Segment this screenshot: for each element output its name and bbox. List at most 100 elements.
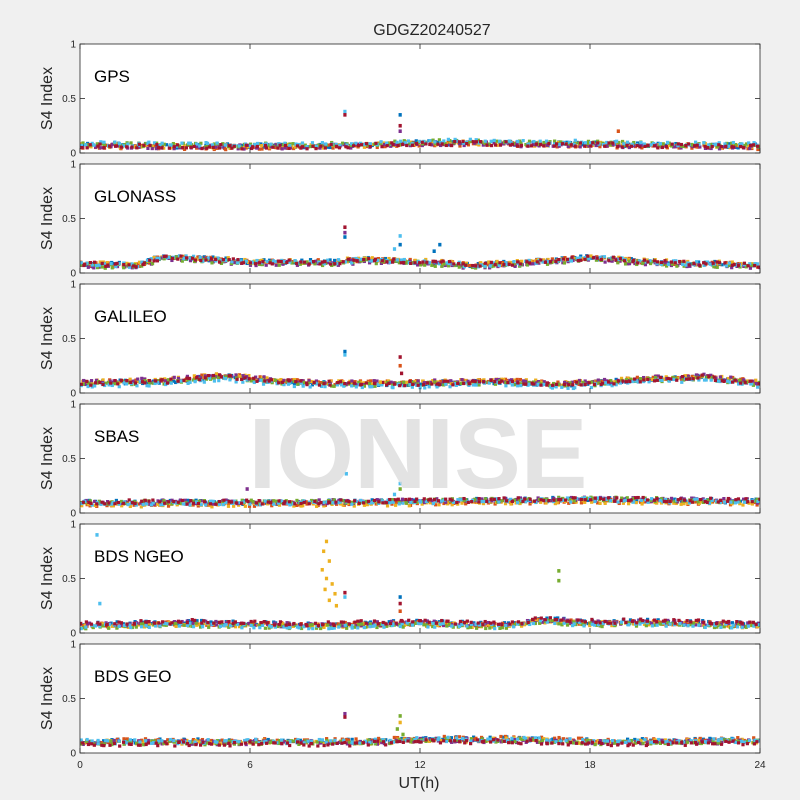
data-point [481, 143, 485, 147]
data-point [420, 140, 424, 144]
data-point [456, 381, 460, 386]
data-point [91, 625, 95, 630]
data-point [684, 263, 688, 267]
data-point [542, 380, 546, 384]
data-point [98, 260, 102, 264]
data-point [151, 498, 155, 502]
data-point [344, 499, 348, 503]
data-point [402, 257, 406, 262]
data-point [519, 624, 524, 628]
data-point [155, 143, 159, 147]
data-point [623, 498, 628, 502]
data-point [242, 147, 246, 151]
data-point [532, 139, 536, 144]
data-point [523, 379, 528, 384]
spike-point [343, 113, 347, 117]
data-point [154, 147, 159, 151]
data-point [571, 383, 575, 387]
data-point [287, 500, 292, 504]
data-point [665, 140, 670, 145]
data-point [343, 260, 348, 264]
data-point [254, 263, 258, 268]
data-point [462, 381, 466, 386]
data-point [508, 260, 512, 264]
data-point [467, 382, 471, 386]
data-point [433, 380, 437, 384]
data-point [156, 379, 160, 383]
data-point [244, 259, 248, 263]
data-point [504, 384, 508, 388]
data-point [322, 382, 326, 386]
data-point [239, 259, 243, 263]
y-tick-label: 1 [70, 400, 76, 411]
data-point [283, 380, 287, 385]
data-point [619, 376, 624, 380]
data-point [370, 385, 374, 389]
data-point [331, 146, 335, 150]
data-point [579, 258, 583, 262]
data-point [744, 497, 748, 501]
data-point [648, 261, 653, 266]
data-point [583, 498, 587, 502]
data-point [271, 502, 276, 506]
data-point [402, 621, 406, 625]
data-point [673, 499, 677, 504]
data-point [573, 144, 577, 148]
data-point [333, 383, 337, 387]
data-point [337, 498, 341, 502]
data-point [643, 263, 648, 267]
data-point [560, 385, 564, 389]
data-point [410, 385, 414, 389]
data-point [295, 498, 299, 503]
data-point [642, 378, 646, 382]
data-point [672, 501, 676, 505]
data-point [274, 143, 278, 147]
data-point [172, 379, 176, 383]
data-point [588, 498, 593, 502]
data-point [378, 141, 382, 146]
data-point [671, 145, 676, 149]
data-point [497, 497, 501, 501]
data-point [421, 379, 425, 383]
spike-point [398, 487, 402, 491]
data-point [182, 623, 186, 627]
data-point [110, 502, 114, 506]
data-point [664, 260, 668, 265]
data-point [403, 141, 407, 145]
data-point [742, 145, 746, 150]
data-point [683, 374, 687, 378]
data-point [626, 257, 631, 262]
data-point [154, 144, 158, 148]
data-point [352, 381, 356, 385]
data-point [127, 265, 132, 269]
data-point [422, 497, 426, 501]
data-point [388, 501, 392, 505]
data-point [448, 140, 452, 145]
data-point [80, 382, 83, 386]
data-point [731, 140, 735, 145]
data-point [147, 384, 151, 388]
data-point [159, 256, 163, 260]
data-point [402, 623, 406, 627]
data-point [200, 373, 204, 377]
data-point [199, 503, 203, 507]
data-point [90, 385, 94, 389]
data-point [320, 141, 325, 145]
data-point [615, 496, 619, 500]
data-point [198, 255, 202, 260]
data-point [385, 144, 389, 148]
data-point [487, 381, 491, 385]
data-point [339, 259, 343, 264]
data-point [544, 139, 549, 143]
data-point [264, 261, 268, 265]
data-point [748, 146, 752, 151]
data-point [306, 621, 310, 625]
data-point [591, 141, 595, 145]
data-point [620, 139, 625, 144]
data-point [211, 255, 215, 259]
data-point [166, 378, 171, 382]
data-point [565, 496, 569, 500]
data-point [746, 621, 750, 625]
data-point [567, 140, 571, 144]
data-point [178, 498, 182, 502]
